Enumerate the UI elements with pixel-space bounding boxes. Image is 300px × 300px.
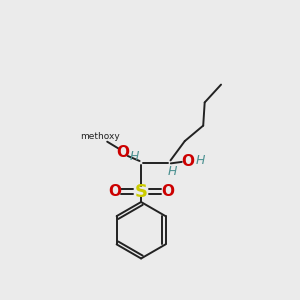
Text: O: O [181,154,194,169]
Text: O: O [116,146,129,160]
Text: H: H [130,150,139,163]
Text: H: H [168,165,177,178]
Text: S: S [135,183,148,201]
Text: O: O [161,184,174,199]
Text: H: H [196,154,205,167]
Text: O: O [108,184,121,199]
Text: methoxy: methoxy [80,132,120,141]
